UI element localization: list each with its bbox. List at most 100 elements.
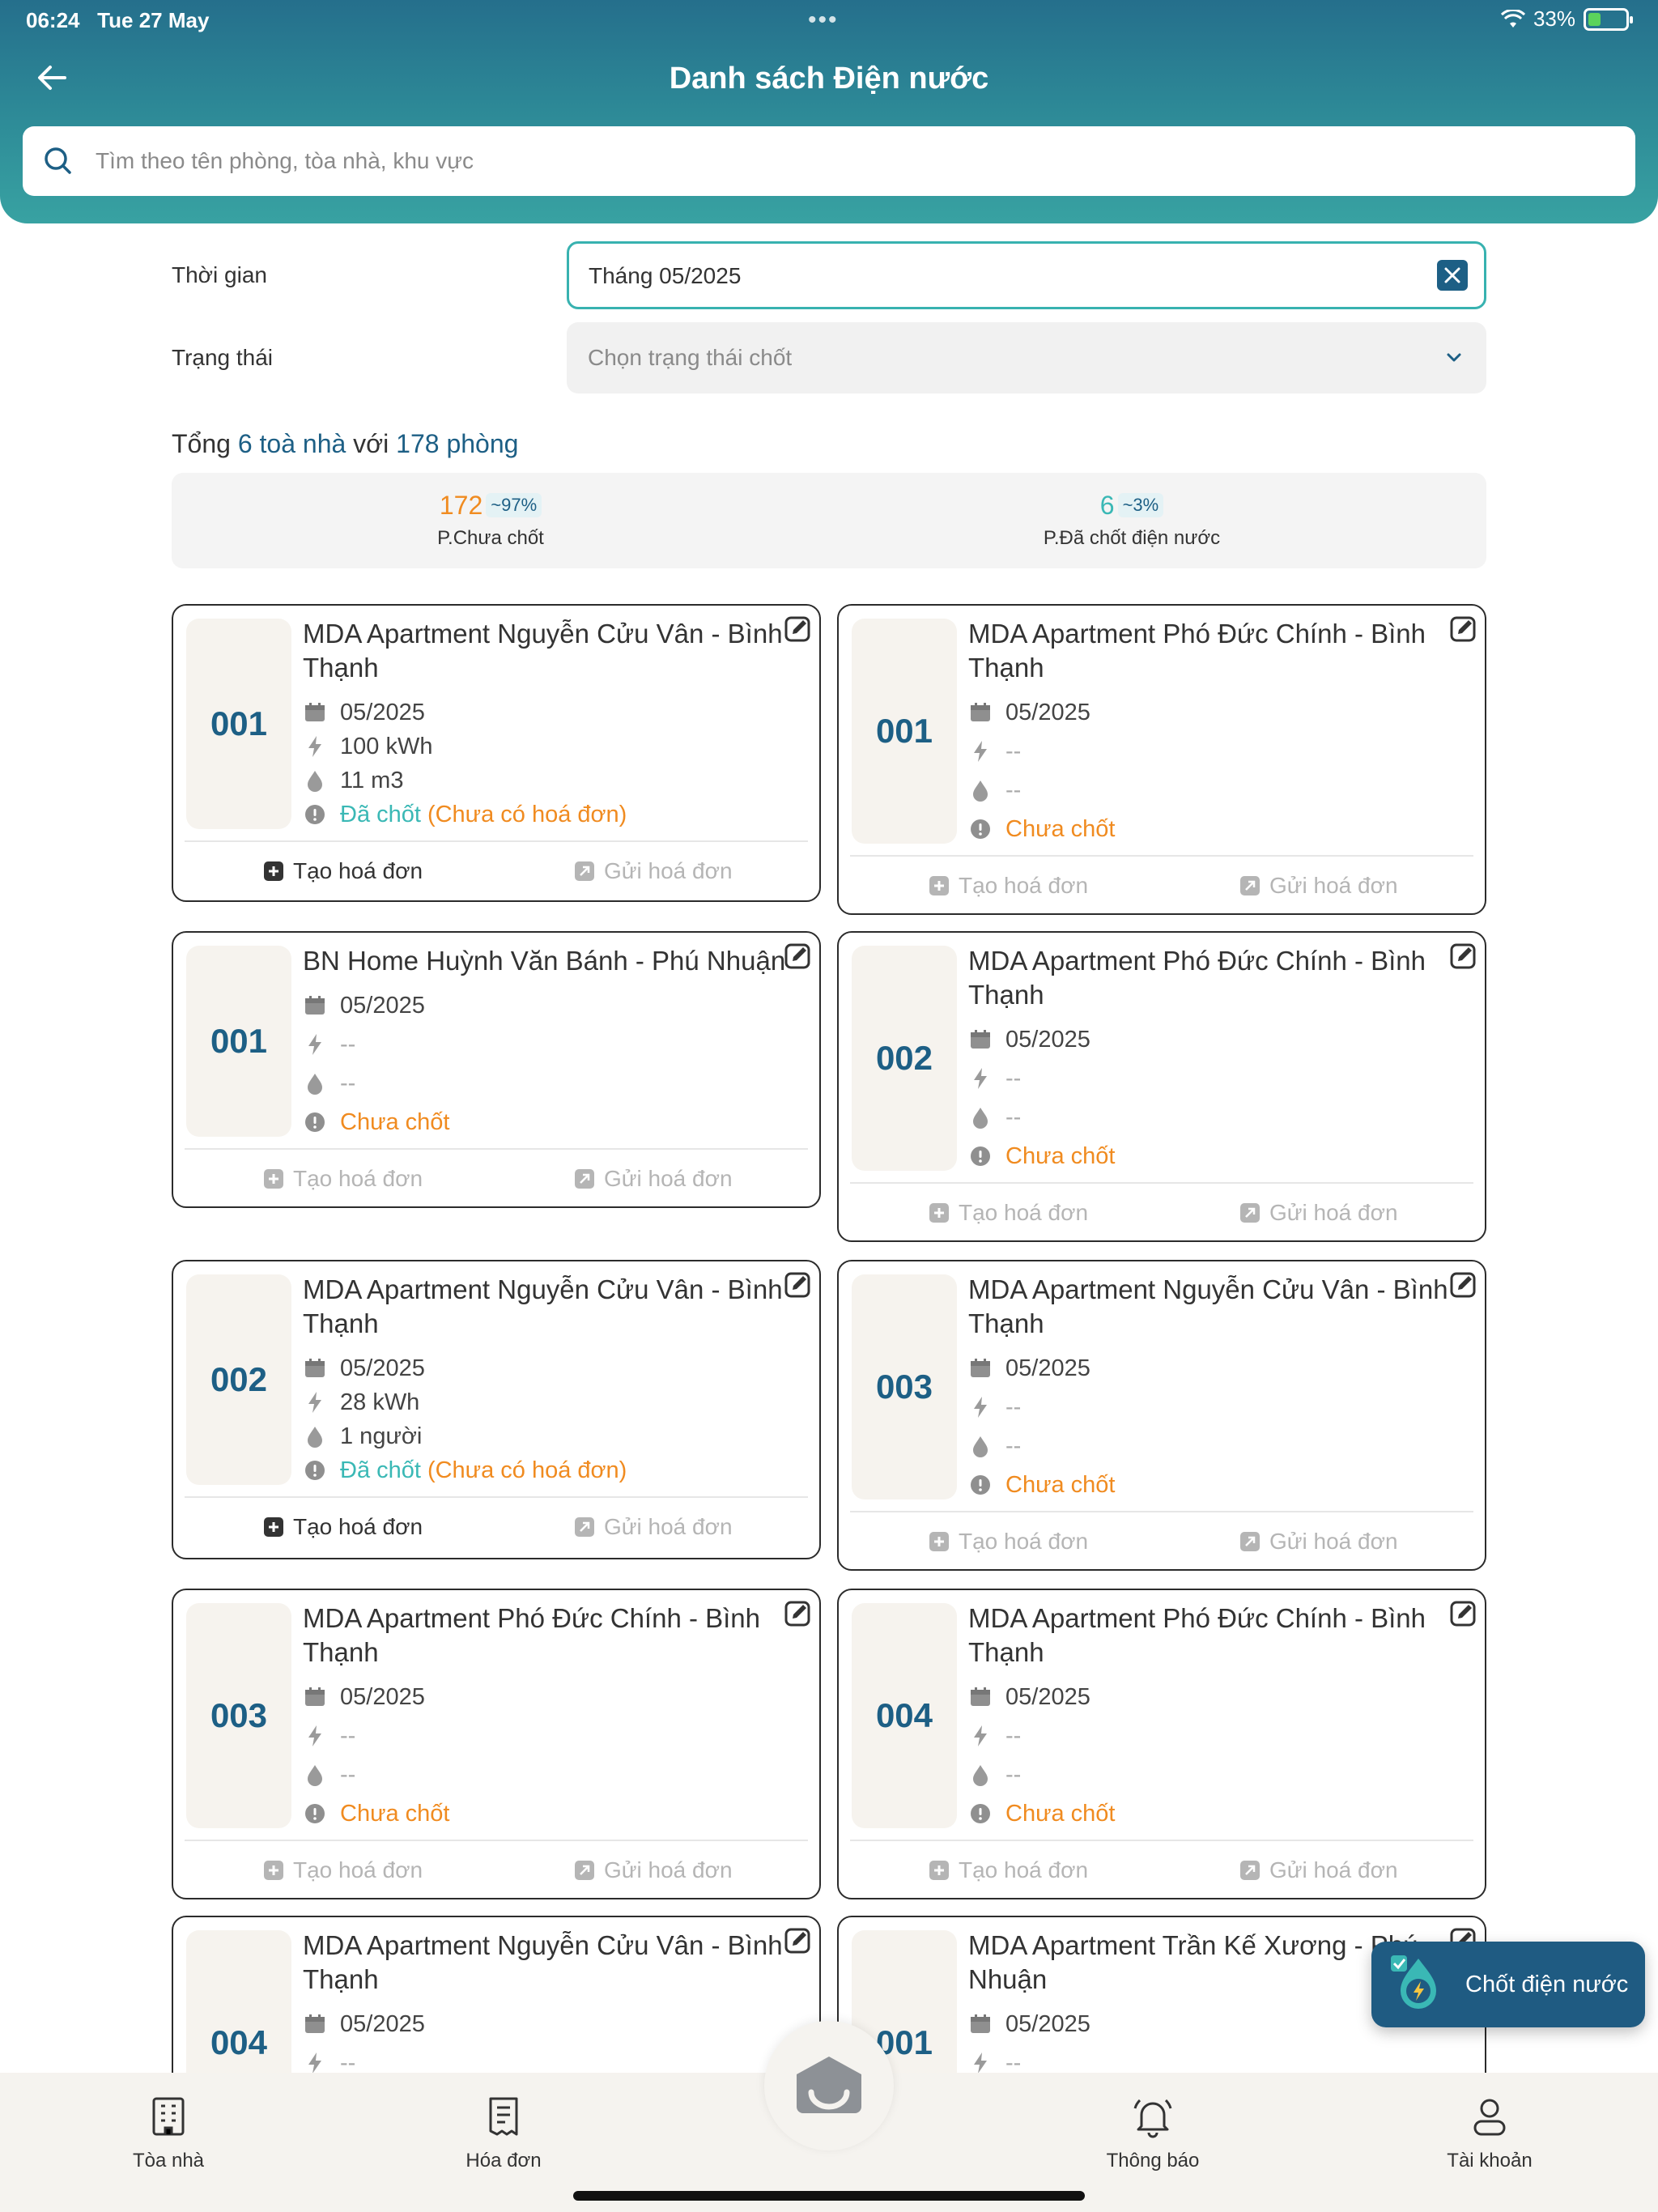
info-row-period: 05/2025 [968,1681,1090,1713]
status-pending: Chưa chốt [1005,1142,1116,1169]
create-invoice-button[interactable]: Tạo hoá đơn [928,1857,1088,1883]
status-filter-select[interactable]: Chọn trạng thái chốt [567,322,1486,393]
lightning-icon [308,2052,321,2074]
create-invoice-button[interactable]: Tạo hoá đơn [262,858,423,884]
calendar-icon [305,996,325,1015]
alert-icon [305,1461,325,1480]
water-drop-icon [308,1427,322,1448]
create-invoice-label: Tạo hoá đơn [959,873,1089,898]
water-value: -- [1005,1432,1022,1459]
search-bar[interactable] [23,126,1635,196]
send-invoice-button[interactable]: Gửi hoá đơn [573,1166,733,1192]
send-invoice-label: Gửi hoá đơn [604,1514,733,1539]
electric-value: -- [1005,1722,1022,1749]
info-row-period: 05/2025 [303,1352,425,1385]
send-invoice-label: Gửi hoá đơn [1269,1857,1398,1882]
water-drop-icon [973,1436,988,1457]
room-card[interactable]: MDA Apartment Phó Đức Chính - Bình Thạnh… [837,1589,1486,1899]
building-icon [152,2097,185,2136]
nav-account[interactable]: Tài khoản [1392,2094,1587,2172]
send-invoice-button[interactable]: Gửi hoá đơn [573,1514,733,1540]
electric-value: -- [1005,1065,1022,1091]
room-card[interactable]: BN Home Huỳnh Văn Bánh - Phú Nhuận 05/202… [172,931,821,1208]
stat-unclosed[interactable]: 172 ~97% P.Chưa chốt [437,491,544,549]
status-filter-label: Trạng thái [172,345,274,370]
edit-icon[interactable] [782,614,813,644]
stat-closed[interactable]: 6 ~3% P.Đã chốt điện nước [1043,491,1221,549]
edit-icon[interactable] [782,1270,813,1300]
create-invoice-label: Tạo hoá đơn [959,1200,1089,1225]
building-name: BN Home Huỳnh Văn Bánh - Phú Nhuận [303,946,786,976]
home-indicator[interactable] [573,2191,1085,2201]
send-invoice-button[interactable]: Gửi hoá đơn [573,858,733,884]
create-invoice-button[interactable]: Tạo hoá đơn [928,1529,1088,1555]
nav-invoices[interactable]: Hóa đơn [406,2094,601,2172]
user-icon [1473,2099,1506,2136]
room-card[interactable]: MDA Apartment Phó Đức Chính - Bình Thạnh… [837,604,1486,915]
calendar-icon [305,703,325,721]
send-invoice-button[interactable]: Gửi hoá đơn [1239,1529,1398,1555]
info-row-status: Chưa chốt [303,1797,449,1830]
send-invoice-button[interactable]: Gửi hoá đơn [1239,1200,1398,1226]
info-row-status: Đã chốt (Chưa có hoá đơn) [303,798,627,831]
room-card[interactable]: MDA Apartment Phó Đức Chính - Bình Thạnh… [172,1589,821,1899]
status-pending: Chưa chốt [1005,1800,1116,1827]
time-filter-field[interactable]: Tháng 05/2025 [567,241,1486,309]
edit-icon[interactable] [1448,614,1478,644]
edit-icon[interactable] [1448,941,1478,972]
clear-icon[interactable] [1437,260,1468,291]
search-input[interactable] [96,148,1553,174]
water-value: -- [340,1761,356,1788]
edit-icon[interactable] [1448,1598,1478,1629]
stats-panel: 172 ~97% P.Chưa chốt 6 ~3% P.Đã chốt điện … [172,473,1486,568]
send-invoice-icon [575,1861,594,1880]
alert-icon [305,1112,325,1132]
time-filter-label: Thời gian [172,262,267,287]
send-invoice-button[interactable]: Gửi hoá đơn [1239,873,1398,899]
room-card[interactable]: MDA Apartment Nguyễn Cửu Vân - Bình Thạn… [172,604,821,902]
send-invoice-button[interactable]: Gửi hoá đơn [1239,1857,1398,1883]
info-row-period: 05/2025 [968,1023,1090,1056]
status-pending: Chưa chốt [1005,1471,1116,1498]
period-value: 05/2025 [340,2010,425,2037]
info-row-electric: -- [303,1028,355,1061]
add-invoice-icon [929,1532,949,1551]
building-name: MDA Apartment Phó Đức Chính - Bình Thạnh [303,1603,761,1667]
create-invoice-button[interactable]: Tạo hoá đơn [262,1166,423,1192]
building-name: MDA Apartment Nguyễn Cửu Vân - Bình Thạn… [303,1930,783,1994]
room-card[interactable]: MDA Apartment Nguyễn Cửu Vân - Bình Thạn… [172,1260,821,1559]
info-row-electric: -- [303,1720,355,1752]
create-invoice-label: Tạo hoá đơn [293,1857,423,1882]
send-invoice-label: Gửi hoá đơn [1269,1529,1398,1554]
nav-buildings[interactable]: Tòa nhà [71,2094,266,2172]
info-row-electric: 100 kWh [303,730,432,763]
calendar-icon [305,1687,325,1706]
room-card[interactable]: MDA Apartment Nguyễn Cửu Vân - Bình Thạn… [837,1260,1486,1571]
create-invoice-button[interactable]: Tạo hoá đơn [928,1200,1088,1226]
edit-icon[interactable] [782,1925,813,1956]
room-number: 001 [210,1022,268,1060]
alert-icon [305,1804,325,1823]
water-value: -- [1005,776,1022,803]
calendar-icon [305,2014,325,2033]
create-invoice-button[interactable]: Tạo hoá đơn [928,873,1088,899]
nav-home-center[interactable] [764,2021,894,2150]
send-invoice-button[interactable]: Gửi hoá đơn [573,1857,733,1883]
send-invoice-label: Gửi hoá đơn [604,858,733,883]
room-card[interactable]: MDA Apartment Phó Đức Chính - Bình Thạnh… [837,931,1486,1242]
battery-icon [1584,7,1633,31]
create-invoice-button[interactable]: Tạo hoá đơn [262,1514,423,1540]
edit-icon[interactable] [1448,1270,1478,1300]
edit-icon[interactable] [782,1598,813,1629]
nav-notifications[interactable]: Thông báo [1056,2094,1250,2172]
create-invoice-button[interactable]: Tạo hoá đơn [262,1857,423,1883]
building-name: MDA Apartment Nguyễn Cửu Vân - Bình Thạn… [303,1274,783,1338]
alert-icon [971,1475,990,1495]
close-utilities-fab[interactable]: Chốt điện nước [1371,1942,1645,2027]
period-value: 05/2025 [340,1355,425,1381]
add-invoice-icon [264,1517,283,1537]
room-number-box: 001 [186,619,291,829]
arrow-left-icon[interactable] [32,58,71,97]
edit-icon[interactable] [782,941,813,972]
multitasking-dots-icon[interactable]: ••• [808,6,839,33]
